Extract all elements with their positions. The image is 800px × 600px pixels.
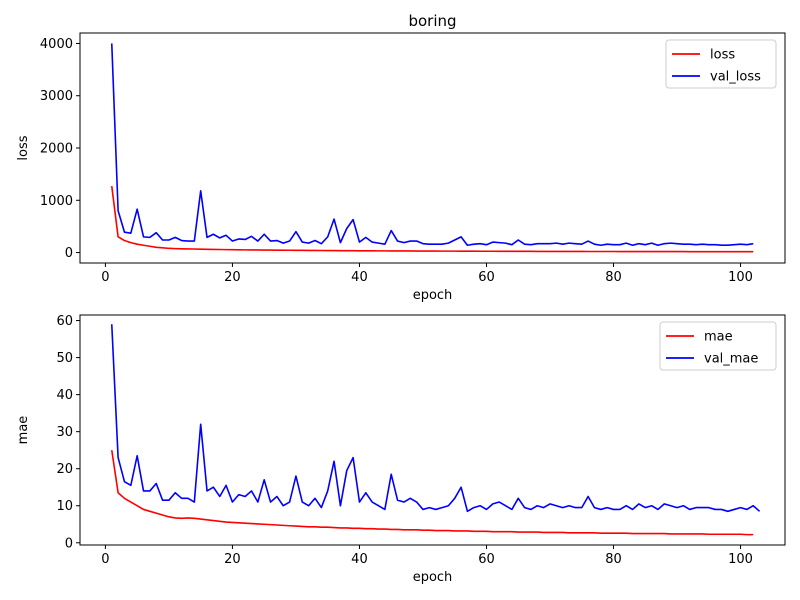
x-tick-label: 40 bbox=[351, 552, 368, 567]
x-tick-label: 80 bbox=[605, 270, 622, 285]
y-axis-label: mae bbox=[16, 416, 31, 445]
y-tick-label: 3000 bbox=[40, 89, 73, 104]
y-tick-label: 10 bbox=[56, 499, 73, 514]
x-tick-label: 100 bbox=[728, 270, 753, 285]
axes-frame bbox=[79, 314, 786, 546]
x-axis-label: epoch bbox=[413, 288, 453, 303]
legend-label: loss bbox=[710, 48, 735, 63]
y-tick-label: 0 bbox=[65, 536, 73, 551]
legend: mae val_mae bbox=[659, 321, 777, 371]
x-axis-label: epoch bbox=[413, 570, 453, 585]
chart-title: boring bbox=[408, 12, 456, 30]
legend-label: mae bbox=[704, 330, 733, 345]
y-tick-label: 4000 bbox=[40, 37, 73, 52]
y-tick-label: 30 bbox=[56, 425, 73, 440]
y-tick-label: 60 bbox=[56, 314, 73, 329]
y-tick-label: 1000 bbox=[40, 194, 73, 209]
y-tick-label: 20 bbox=[56, 462, 73, 477]
series-line-mae bbox=[110, 450, 754, 536]
x-tick-label: 80 bbox=[605, 552, 622, 567]
legend-label: val_mae bbox=[704, 352, 758, 367]
series-line-loss bbox=[110, 186, 754, 253]
mae-chart: 0 20 40 60 80 100 0 10 20 30 40 50 60 epoch mae mae val_… bbox=[16, 314, 786, 585]
x-tick-label: 20 bbox=[224, 270, 241, 285]
y-axis-label: loss bbox=[16, 135, 31, 160]
y-tick-label: 40 bbox=[56, 388, 73, 403]
legend-label: val_loss bbox=[710, 70, 761, 85]
legend: loss val_loss bbox=[665, 39, 777, 89]
y-tick-label: 50 bbox=[56, 351, 73, 366]
x-tick-label: 60 bbox=[478, 552, 495, 567]
series-line-val-mae bbox=[110, 324, 761, 513]
x-tick-label: 100 bbox=[728, 552, 753, 567]
y-tick-label: 0 bbox=[65, 246, 73, 261]
x-tick-label: 20 bbox=[224, 552, 241, 567]
y-tick-label: 2000 bbox=[40, 142, 73, 157]
x-tick-label: 60 bbox=[478, 270, 495, 285]
x-tick-label: 0 bbox=[101, 270, 109, 285]
series-line-val-loss bbox=[110, 43, 754, 247]
x-tick-label: 0 bbox=[101, 552, 109, 567]
x-tick-label: 40 bbox=[351, 270, 368, 285]
